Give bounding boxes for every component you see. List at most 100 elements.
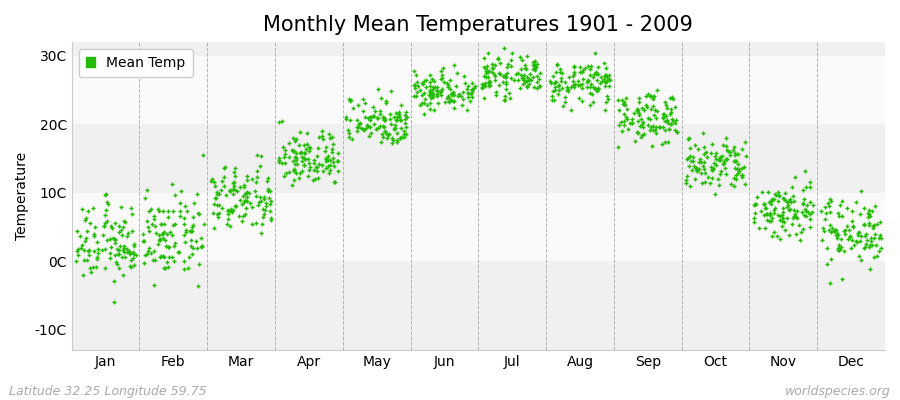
Point [588,84,602,91]
Point [445,92,459,98]
Point [589,71,603,78]
Point [706,167,720,173]
Point [709,162,724,168]
Point [178,203,193,209]
Point [422,82,436,89]
Point [417,111,431,117]
Point [339,113,354,120]
Point [521,76,535,82]
Point [113,204,128,211]
Point [84,269,98,276]
Point [275,144,290,150]
Point [787,213,801,220]
Point [226,206,240,213]
Point [258,200,273,206]
Point [650,86,664,93]
Point [747,214,761,221]
Point [775,223,789,229]
Point [206,179,220,186]
Point [682,153,697,160]
Point [554,78,568,84]
Point [233,197,248,203]
Point [220,221,234,227]
Point [235,218,249,224]
Point [762,210,777,216]
Point [840,223,854,230]
Point [185,222,200,228]
Point [117,218,131,225]
Point [417,100,431,106]
Point [105,225,120,231]
Point [567,83,581,90]
Point [423,92,437,98]
Point [223,222,238,229]
Point [136,231,150,237]
Point [850,239,864,245]
Point [140,187,154,193]
Point [386,136,400,143]
Point [464,80,479,87]
Point [389,117,403,124]
Point [177,220,192,227]
Point [716,160,730,167]
Point [499,81,513,87]
Point [526,74,540,80]
Point [757,201,771,208]
Point [89,239,104,245]
Point [307,166,321,173]
Point [760,217,774,223]
Point [823,280,837,286]
Point [240,189,255,196]
Point [633,110,647,116]
Point [315,162,329,168]
Point [127,240,141,247]
Point [735,146,750,152]
Point [689,168,704,174]
Point [584,91,598,98]
Point [859,230,873,237]
Point [481,80,495,86]
Point [117,245,131,251]
Point [572,82,587,89]
Point [705,141,719,148]
Point [383,121,398,128]
Point [790,215,805,221]
Point [652,124,666,131]
Point [426,94,440,100]
Point [447,105,462,111]
Point [520,74,535,80]
Point [655,141,670,147]
Point [475,81,490,87]
Point [326,155,340,162]
Point [796,195,811,202]
Point [123,257,138,263]
Point [533,82,547,89]
Point [788,210,802,217]
Point [298,149,312,156]
Point [581,63,596,69]
Point [695,180,709,186]
Point [648,107,662,113]
Point [388,125,402,132]
Point [392,113,406,120]
Point [775,218,789,224]
Point [747,202,761,208]
Point [717,165,732,172]
Point [694,170,708,176]
Point [285,148,300,154]
Point [367,120,382,127]
Point [360,122,374,128]
Point [716,142,731,148]
Point [527,67,542,73]
Point [833,236,848,243]
Point [364,130,378,136]
Point [322,170,337,176]
Point [798,213,813,219]
Point [615,128,629,134]
Point [488,62,502,68]
Point [748,201,762,207]
Point [707,191,722,198]
Point [587,70,601,77]
Point [620,116,634,122]
Point [220,207,235,214]
